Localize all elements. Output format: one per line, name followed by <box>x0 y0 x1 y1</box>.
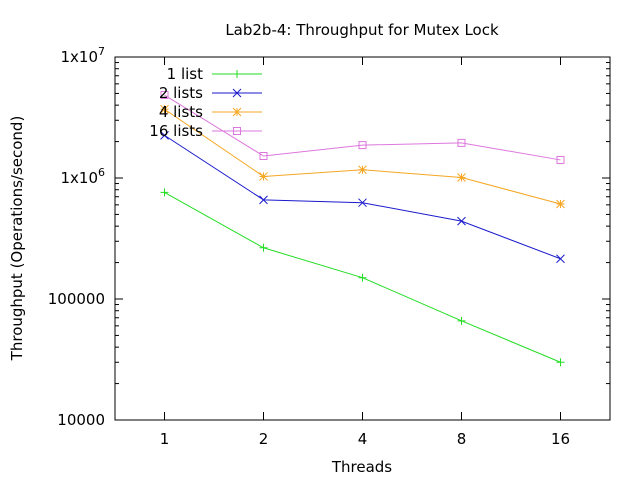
legend-label: 16 lists <box>149 122 203 140</box>
data-point-star <box>232 107 242 117</box>
y-axis-ticks: 10000 100000 1x106 1x107 <box>48 45 610 429</box>
y-tick-label: 1x106 <box>60 166 105 187</box>
data-point-box <box>160 91 169 100</box>
data-point-plus <box>233 70 241 78</box>
legend-label: 4 lists <box>159 103 203 121</box>
series-3 <box>160 104 565 209</box>
y-tick-label: 100000 <box>48 290 105 308</box>
x-axis-ticks: 1 2 4 8 16 <box>160 57 570 448</box>
data-point-cross <box>160 131 169 140</box>
data-point-cross <box>457 216 466 226</box>
data-point-star <box>457 173 466 182</box>
data-point-plus <box>358 273 367 282</box>
x-tick-label: 2 <box>259 430 269 448</box>
series-2 <box>160 131 565 264</box>
y-axis-label: Throughput (Operations/second) <box>8 116 26 362</box>
series-layer <box>160 91 565 367</box>
legend-label: 1 list <box>167 65 203 83</box>
x-tick-label: 1 <box>160 430 170 448</box>
x-tick-label: 16 <box>551 430 570 448</box>
data-point-cross <box>259 195 268 205</box>
x-axis-label: Threads <box>331 458 392 476</box>
data-point-cross <box>556 254 565 264</box>
series-line <box>164 134 561 260</box>
series-line <box>164 108 561 205</box>
data-point-box <box>358 141 367 150</box>
y-tick-label: 10000 <box>57 411 105 429</box>
data-point-plus <box>259 243 268 252</box>
data-point-star <box>160 104 169 114</box>
series-4 <box>160 91 565 164</box>
data-point-cross <box>358 198 367 208</box>
data-point-box <box>233 127 241 135</box>
data-point-box <box>457 138 466 147</box>
data-point-plus <box>556 358 565 367</box>
data-point-star <box>259 172 268 181</box>
data-point-star <box>358 165 367 175</box>
series-line <box>164 94 561 161</box>
series-1 <box>160 188 565 367</box>
data-point-cross <box>232 88 242 98</box>
data-point-box <box>259 151 268 160</box>
x-tick-label: 4 <box>358 430 368 448</box>
legend-label: 2 lists <box>159 84 203 102</box>
chart-title: Lab2b-4: Throughput for Mutex Lock <box>225 21 499 39</box>
data-point-plus <box>160 188 169 197</box>
data-point-star <box>556 199 565 209</box>
data-point-box <box>556 155 565 164</box>
y-tick-label: 1x107 <box>60 45 105 66</box>
data-point-plus <box>457 316 466 325</box>
x-tick-label: 8 <box>457 430 467 448</box>
